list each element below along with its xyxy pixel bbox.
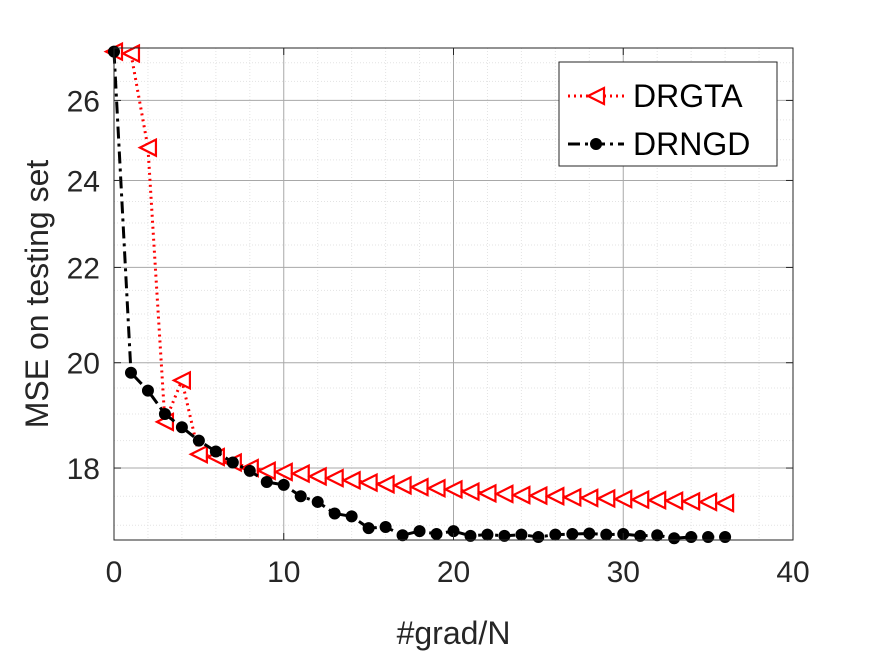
data-point-drgta: [544, 486, 565, 506]
data-point-drngd: [651, 529, 664, 542]
legend-marker-drngd: [590, 138, 602, 150]
data-point-drngd: [124, 366, 137, 379]
data-point-drngd: [345, 510, 358, 523]
x-axis-label: #grad/N: [397, 615, 511, 651]
data-point-drngd: [396, 529, 409, 542]
data-point-drngd: [532, 531, 545, 544]
data-point-drngd: [311, 495, 324, 508]
data-point-drgta: [392, 475, 412, 496]
x-tick-label: 40: [776, 556, 809, 589]
data-point-drgta: [358, 472, 378, 493]
data-point-drgta: [714, 493, 735, 513]
data-point-drngd: [583, 527, 596, 540]
data-point-drngd: [294, 490, 307, 503]
data-point-drngd: [685, 531, 698, 544]
data-point-drngd: [277, 478, 290, 491]
data-point-drgta: [493, 484, 514, 504]
data-point-drngd: [464, 529, 477, 542]
y-tick-label: 26: [67, 85, 100, 118]
data-point-drngd: [226, 456, 239, 469]
data-point-drngd: [515, 528, 528, 541]
data-point-drgta: [375, 474, 395, 495]
x-tick-label: 30: [607, 556, 640, 589]
data-point-drgta: [188, 444, 208, 465]
x-tick-label: 20: [437, 556, 470, 589]
y-tick-label: 20: [67, 348, 100, 381]
legend-item-drngd: DRNGD: [568, 126, 750, 162]
data-point-drngd: [668, 532, 681, 545]
data-point-drngd: [549, 528, 562, 541]
data-point-drgta: [171, 370, 191, 391]
series-drngd: [108, 45, 732, 545]
data-point-drngd: [141, 384, 154, 397]
data-point-drgta: [697, 492, 718, 512]
data-point-drngd: [379, 520, 392, 533]
data-point-drgta: [426, 478, 446, 499]
data-point-drgta: [324, 468, 344, 488]
legend-marker-drgta: [585, 86, 606, 106]
data-point-drgta: [137, 137, 158, 158]
data-point-drngd: [634, 529, 647, 542]
data-point-drgta: [409, 477, 429, 497]
series-layer: [103, 41, 735, 545]
data-point-drngd: [481, 528, 494, 541]
y-tick-label: 18: [67, 453, 100, 486]
data-point-drngd: [328, 507, 341, 520]
data-point-drgta: [120, 43, 141, 64]
data-point-drgta: [290, 463, 310, 484]
x-tick-label: 10: [267, 556, 300, 589]
data-point-drngd: [175, 421, 188, 434]
data-point-drgta: [307, 466, 327, 487]
data-point-drngd: [413, 525, 426, 538]
data-point-drngd: [362, 522, 375, 535]
data-point-drgta: [273, 462, 293, 482]
data-point-drngd: [566, 528, 579, 541]
legend: DRGTA DRNGD: [558, 61, 778, 167]
data-point-drngd: [158, 407, 171, 420]
y-axis-label: MSE on testing set: [19, 160, 55, 429]
data-point-drngd: [430, 528, 443, 541]
data-point-drgta: [460, 481, 480, 502]
y-tick-label: 24: [67, 165, 100, 198]
data-point-drngd: [702, 531, 715, 544]
major-grid: [114, 48, 793, 540]
legend-label-drgta: DRGTA: [633, 78, 743, 114]
data-point-drngd: [243, 464, 256, 477]
data-point-drngd: [600, 528, 613, 541]
data-point-drngd: [719, 531, 732, 544]
data-point-drngd: [498, 529, 511, 542]
tick-layer: 0 10 20 30 40 18 20 22 24 26: [67, 48, 810, 589]
data-point-drgta: [443, 479, 463, 500]
legend-item-drgta: DRGTA: [568, 78, 743, 114]
x-tick-label: 0: [106, 556, 123, 589]
data-point-drngd: [209, 445, 222, 458]
data-point-drgta: [341, 470, 361, 491]
data-point-drngd: [192, 434, 205, 447]
legend-label-drngd: DRNGD: [633, 126, 750, 162]
data-point-drngd: [260, 476, 273, 489]
y-tick-label: 22: [67, 252, 100, 285]
data-point-drgta: [256, 461, 276, 481]
